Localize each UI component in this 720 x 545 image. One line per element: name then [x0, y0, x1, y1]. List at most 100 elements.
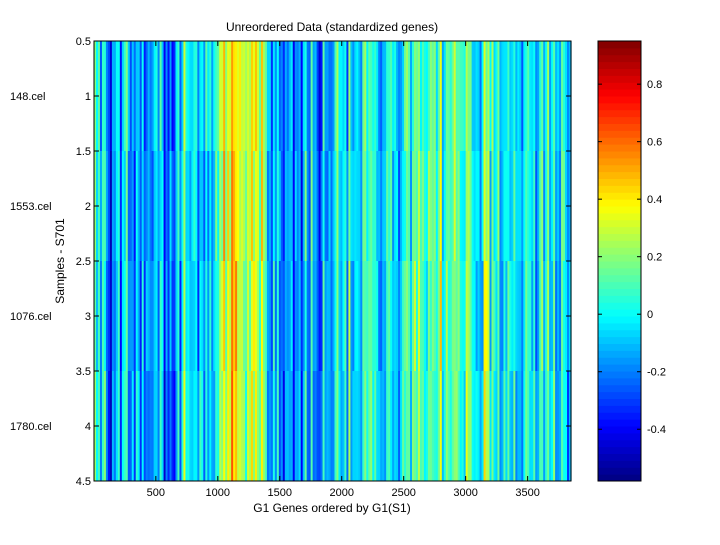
y-tick-label: 0.5: [76, 36, 91, 48]
heatmap-cell: [346, 151, 349, 261]
heatmap-cell: [497, 151, 501, 261]
heatmap-cell: [384, 371, 387, 481]
heatmap-cell: [543, 41, 546, 151]
heatmap-cell: [469, 151, 473, 261]
heatmap-cell: [509, 151, 512, 261]
heatmap-cell: [243, 151, 246, 261]
heatmap-cell: [125, 151, 129, 261]
heatmap-cell: [561, 371, 564, 481]
heatmap-cell: [398, 261, 401, 371]
heatmap-cell: [421, 41, 425, 151]
heatmap-cell: [352, 151, 355, 261]
heatmap-cell: [221, 371, 224, 481]
heatmap-cell: [99, 371, 103, 481]
heatmap-cell: [262, 371, 266, 481]
heatmap-cell: [235, 151, 238, 261]
heatmap-cell: [296, 41, 300, 151]
colorbar-swatch: [598, 309, 641, 317]
colorbar-tick-label: 0.2: [647, 252, 662, 264]
heatmap-cell: [412, 371, 415, 481]
heatmap-cell: [320, 151, 324, 261]
heatmap-cell: [555, 151, 558, 261]
heatmap-cell: [225, 261, 228, 371]
heatmap-cell: [243, 371, 246, 481]
heatmap-cell: [193, 371, 196, 481]
heatmap-cell: [314, 41, 318, 151]
heatmap-cell: [245, 371, 248, 481]
heatmap-cell: [547, 151, 550, 261]
heatmap-cell: [433, 151, 437, 261]
heatmap-cell: [316, 371, 320, 481]
heatmap-cell: [181, 261, 185, 371]
heatmap-cell: [147, 261, 151, 371]
heatmap-cell: [489, 41, 493, 151]
heatmap-cell: [543, 261, 546, 371]
heatmap-cell: [239, 41, 242, 151]
heatmap-cell: [378, 261, 381, 371]
heatmap-cell: [483, 261, 487, 371]
heatmap-cell: [253, 151, 256, 261]
colorbar-swatch: [598, 82, 641, 90]
heatmap-cell: [117, 41, 121, 151]
heatmap-cell: [419, 151, 423, 261]
heatmap-cell: [312, 371, 316, 481]
heatmap-cell: [521, 41, 524, 151]
heatmap-cell: [233, 151, 236, 261]
heatmap-cell: [421, 151, 425, 261]
heatmap-cell: [288, 371, 292, 481]
heatmap-cell: [354, 151, 357, 261]
heatmap-cell: [459, 151, 463, 261]
heatmap-cell: [286, 261, 290, 371]
heatmap-cell: [133, 261, 137, 371]
heatmap-cell: [493, 41, 497, 151]
heatmap-cell: [332, 41, 336, 151]
heatmap-cell: [153, 151, 157, 261]
heatmap-cell: [215, 151, 218, 261]
heatmap-cell: [360, 371, 363, 481]
heatmap-cell: [241, 261, 244, 371]
heatmap-cell: [475, 151, 479, 261]
heatmap-cell: [511, 151, 514, 261]
heatmap-cell: [125, 41, 129, 151]
heatmap-cell: [400, 41, 403, 151]
heatmap-cell: [364, 151, 367, 261]
heatmap-cell: [268, 41, 272, 151]
heatmap-cell: [503, 151, 507, 261]
heatmap-cell: [344, 41, 348, 151]
heatmap-cell: [109, 41, 113, 151]
heatmap-cell: [529, 371, 532, 481]
heatmap-cell: [193, 151, 196, 261]
heatmap-cell: [380, 151, 383, 261]
heatmap-cell: [545, 41, 548, 151]
heatmap-cell: [503, 41, 507, 151]
colorbar-swatch: [598, 460, 641, 468]
heatmap-cell: [563, 261, 566, 371]
heatmap-cell: [169, 41, 173, 151]
heatmap-cell: [489, 151, 493, 261]
heatmap-cell: [330, 261, 334, 371]
y-tick-label: 4.5: [76, 476, 91, 488]
heatmap-cell: [431, 151, 435, 261]
colorbar-swatch: [598, 212, 641, 221]
heatmap-cell: [157, 261, 161, 371]
heatmap-cell: [107, 41, 111, 151]
heatmap-cell: [362, 151, 365, 261]
heatmap-cell: [447, 151, 451, 261]
heatmap-cell: [310, 371, 314, 481]
heatmap-cell: [419, 261, 423, 371]
heatmap-cell: [167, 151, 171, 261]
heatmap-cell: [237, 151, 240, 261]
heatmap-cell: [386, 261, 389, 371]
heatmap-cell: [342, 41, 346, 151]
heatmap-cell: [433, 261, 437, 371]
heatmap-cell: [229, 371, 232, 481]
heatmap-cell: [199, 41, 202, 151]
heatmap-cell: [139, 261, 143, 371]
heatmap-cell: [276, 41, 280, 151]
heatmap-cell: [380, 261, 383, 371]
heatmap-cell: [491, 151, 495, 261]
heatmap-cell: [213, 151, 216, 261]
colorbar-swatch: [598, 302, 641, 310]
heatmap-cell: [239, 151, 242, 261]
heatmap-cell: [310, 151, 314, 261]
